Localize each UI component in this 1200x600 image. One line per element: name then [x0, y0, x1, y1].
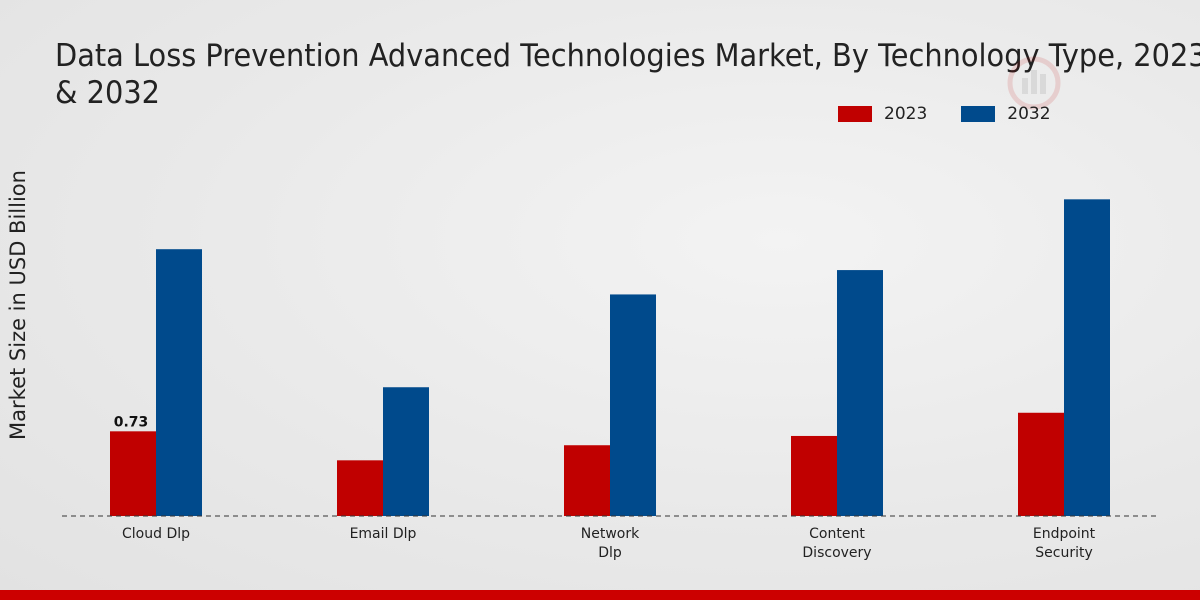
bar-2032-0 [156, 249, 202, 516]
bar-2032-3 [837, 270, 883, 516]
legend-label-2023: 2023 [884, 104, 928, 124]
legend-item-2023: 2023 [838, 104, 927, 124]
data-label-0: 0.73 [114, 414, 149, 430]
bar-2023-1 [337, 460, 383, 516]
chart-title-line-2: & 2032 [55, 75, 161, 111]
x-tick-label-2: Network Dlp [581, 526, 640, 561]
bar-2032-1 [383, 387, 429, 516]
bar-2023-2 [564, 445, 610, 516]
x-tick-label-1: Email Dlp [350, 526, 417, 542]
legend-item-2032: 2032 [961, 104, 1051, 124]
bar-2023-3 [791, 435, 837, 516]
bar-2023-4 [1018, 412, 1064, 516]
bar-2032-4 [1064, 199, 1110, 516]
footer-bar [0, 590, 1200, 600]
bar-2023-0 [110, 431, 156, 516]
x-tick-label-4: Endpoint Security [1033, 526, 1096, 561]
bar-2032-2 [610, 294, 656, 516]
chart-title-line-1: Data Loss Prevention Advanced Technologi… [55, 38, 1200, 74]
legend-label-2032: 2032 [1007, 104, 1051, 124]
watermark-logo [1007, 56, 1061, 110]
chart-title: Data Loss Prevention Advanced Technologi… [55, 38, 1200, 112]
legend-swatch-2032 [961, 106, 996, 122]
x-tick-label-0: Cloud Dlp [122, 526, 190, 542]
x-tick-label-3: Content Discovery [802, 526, 871, 561]
legend: 2023 2032 [838, 104, 1085, 124]
legend-swatch-2023 [838, 106, 872, 122]
